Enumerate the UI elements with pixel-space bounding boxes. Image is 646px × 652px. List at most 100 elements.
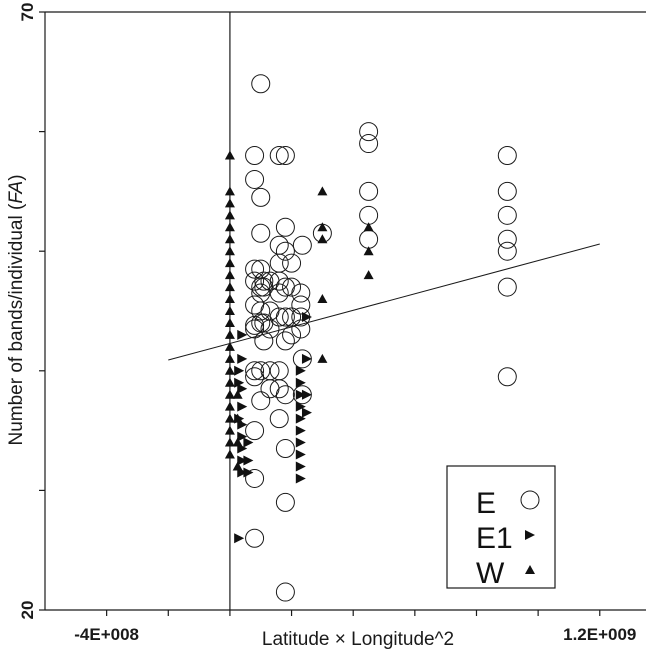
point-triangle-right-e1	[295, 365, 306, 376]
point-triangle-up-w	[224, 389, 235, 399]
legend-marker-e1	[525, 530, 535, 540]
point-triangle-right-e1	[295, 377, 306, 388]
point-circle-e	[269, 379, 289, 399]
point-triangle-right-e1	[234, 533, 245, 544]
point-circle-e	[245, 468, 265, 488]
point-triangle-up-w	[224, 449, 235, 459]
point-triangle-right-e1	[234, 365, 245, 376]
point-triangle-right-e1	[295, 473, 306, 484]
point-triangle-right-e1	[295, 401, 306, 412]
point-circle-e	[245, 319, 265, 339]
point-triangle-up-w	[317, 234, 328, 244]
legend-item-e1: E1	[476, 522, 535, 555]
point-circle-e	[359, 122, 379, 142]
y-axis-title-main: Number of bands/individual (	[6, 203, 27, 446]
point-triangle-up-w	[224, 341, 235, 351]
legend-label: W	[476, 557, 505, 590]
point-triangle-right-e1	[295, 425, 306, 436]
point-circle-e	[275, 331, 295, 351]
point-triangle-right-e1	[295, 413, 306, 424]
y-tick-label: 70	[18, 3, 37, 22]
point-circle-e	[269, 235, 289, 255]
point-circle-e	[497, 241, 517, 261]
y-axis-title: Number of bands/individual (FA)	[6, 174, 27, 445]
point-circle-e	[269, 307, 289, 327]
y-tick-label: 20	[18, 601, 37, 620]
point-triangle-up-w	[224, 329, 235, 339]
point-triangle-right-e1	[295, 449, 306, 460]
point-circle-e	[245, 361, 265, 381]
point-circle-e	[245, 259, 265, 279]
point-circle-e	[275, 582, 295, 602]
x-tick-label: -4E+008	[74, 625, 139, 644]
point-circle-e	[291, 283, 311, 303]
point-triangle-up-w	[224, 377, 235, 387]
legend-item-e: E	[476, 487, 540, 520]
point-triangle-right-e1	[301, 407, 312, 418]
point-triangle-up-w	[224, 317, 235, 327]
point-circle-e	[275, 439, 295, 459]
point-circle-e	[292, 235, 312, 255]
point-triangle-up-w	[224, 210, 235, 220]
trend-line-group	[168, 243, 600, 361]
point-circle-e	[497, 181, 517, 201]
point-triangle-right-e1	[295, 389, 306, 400]
point-triangle-up-w	[232, 461, 243, 471]
point-triangle-up-w	[232, 413, 243, 423]
point-circle-e	[275, 492, 295, 512]
plot-area	[44, 11, 646, 611]
point-circle-e	[245, 421, 265, 441]
point-triangle-up-w	[224, 234, 235, 244]
point-circle-e	[245, 271, 265, 291]
point-triangle-right-e1	[237, 431, 248, 442]
point-triangle-up-w	[224, 306, 235, 315]
point-triangle-up-w	[224, 401, 235, 411]
point-triangle-right-e1	[243, 437, 254, 448]
point-circle-e	[269, 146, 289, 166]
point-circle-e	[254, 331, 274, 351]
point-triangle-right-e1	[243, 455, 254, 466]
point-triangle-up-w	[363, 246, 374, 256]
point-triangle-up-w	[224, 425, 235, 435]
point-triangle-right-e1	[237, 383, 248, 394]
axes: -4E+008 1.2E+009 20 70	[18, 3, 636, 644]
point-triangle-up-w	[224, 150, 235, 160]
point-circle-e	[269, 283, 289, 303]
point-triangle-up-w	[224, 413, 235, 423]
point-circle-e	[269, 409, 289, 429]
point-circle-e	[282, 277, 302, 297]
point-triangle-up-w	[363, 270, 374, 280]
point-circle-e	[254, 271, 274, 291]
point-circle-e	[359, 229, 379, 249]
point-triangle-right-e1	[234, 377, 245, 388]
series-e1	[234, 311, 312, 544]
point-triangle-up-w	[224, 258, 235, 268]
point-triangle-right-e1	[237, 455, 248, 466]
point-triangle-up-w	[232, 389, 243, 399]
data-points	[224, 74, 517, 602]
point-circle-e	[359, 205, 379, 225]
point-triangle-up-w	[224, 437, 235, 447]
legend-marker-w	[525, 565, 535, 574]
point-triangle-right-e1	[295, 461, 306, 472]
point-triangle-up-w	[224, 294, 235, 304]
point-circle-e	[291, 319, 311, 339]
point-circle-e	[282, 253, 302, 273]
point-circle-e	[497, 229, 517, 249]
point-circle-e	[282, 307, 302, 327]
point-circle-e	[275, 146, 295, 166]
point-circle-e	[245, 169, 265, 189]
point-triangle-right-e1	[301, 353, 312, 364]
point-triangle-right-e1	[237, 401, 248, 412]
point-triangle-up-w	[224, 365, 235, 375]
point-triangle-up-w	[363, 222, 374, 232]
point-circle-e	[497, 277, 517, 297]
series-w	[224, 150, 374, 471]
point-circle-e	[497, 205, 517, 225]
legend-item-w: W	[476, 557, 535, 590]
point-circle-e	[359, 181, 379, 201]
y-axis-title-italic: FA	[6, 181, 27, 204]
point-triangle-up-w	[224, 186, 235, 196]
y-axis-title-end: )	[6, 174, 27, 180]
